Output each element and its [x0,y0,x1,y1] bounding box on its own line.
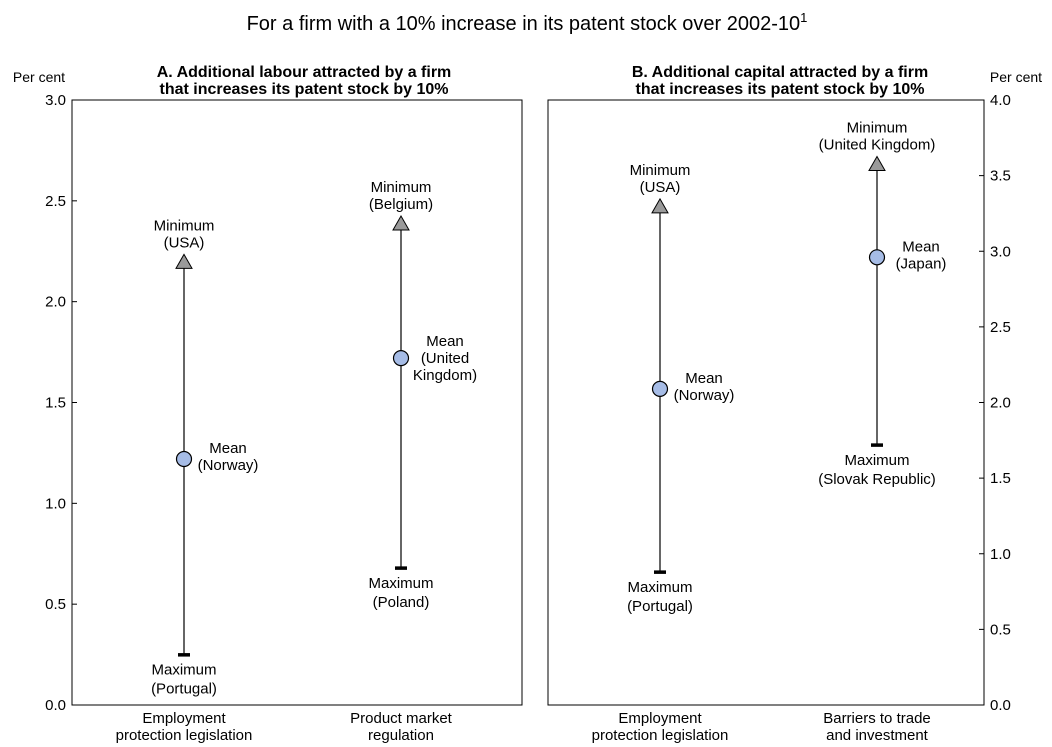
y-tick-label: 2.0 [990,395,1011,412]
maximum-label-line: Maximum [844,452,909,469]
chart-title-text: For a firm with a 10% increase in its pa… [247,13,801,35]
minimum-label: Minimum (Belgium) [369,179,433,213]
category-label: Product market regulation [350,710,453,744]
maximum-label-line: (Poland) [373,594,430,611]
range-2: Minimum (Belgium) Mean (United Kingdom) Maxim… [368,179,477,611]
maximum-marker [395,566,407,570]
maximum-label-line: (Slovak Republic) [818,471,936,488]
minimum-label-line: Minimum [630,162,691,179]
y-axis-unit: Per cent [990,69,1042,85]
mean-label-line: (Norway) [198,457,259,474]
category-label-line: Employment [142,710,226,727]
mean-label-line: (Norway) [674,387,735,404]
y-tick-label: 1.5 [990,470,1011,487]
minimum-label-line: Minimum [371,179,432,196]
panel-title: A. Additional labour attracted by a firm… [157,64,452,98]
y-tick-label: 1.0 [990,546,1011,563]
panel-title-line: B. Additional capital attracted by a fir… [632,64,928,81]
y-tick-label: 0.0 [45,697,66,714]
minimum-label-line: (Belgium) [369,196,433,213]
y-tick-label: 0.0 [990,697,1011,714]
plot-frame [71,99,523,706]
y-tick-label: 1.0 [45,495,66,512]
minimum-marker [175,253,193,269]
mean-label: Mean (Norway) [198,440,259,474]
range-1: Minimum (USA) Mean (Norway) Maximum (Portugal… [627,162,734,615]
minimum-marker [392,215,410,231]
panel-b: B. Additional capital attracted by a fir… [547,64,1042,744]
y-tick-label: 3.0 [990,243,1011,260]
minimum-label: Minimum (USA) [154,217,215,251]
minimum-marker [651,197,669,214]
y-tick-label: 2.0 [45,294,66,311]
category-label-line: protection legislation [592,727,729,744]
minimum-marker [868,155,886,172]
maximum-label: Maximum (Poland) [368,575,433,611]
panel-title-line: that increases its patent stock by 10% [160,81,449,98]
range-1: Minimum (USA) Mean (Norway) Maximum (Portugal… [151,217,258,697]
category-label-line: Product market [350,710,453,727]
plot-frame [547,99,985,706]
category-label-line: protection legislation [116,727,253,744]
mean-label-line: (Japan) [896,255,947,272]
category-label-line: and investment [826,727,929,744]
chart-title-footnote: 1 [800,10,807,25]
y-tick-label: 4.0 [990,92,1011,109]
mean-label: Mean (Norway) [674,370,735,404]
y-tick-label: 0.5 [990,621,1011,638]
panel-title-line: A. Additional labour attracted by a firm [157,64,452,81]
minimum-label-line: (USA) [640,179,681,196]
category-label: Barriers to trade and investment [823,710,931,744]
mean-label-line: (United [421,350,469,367]
minimum-label-line: Minimum [154,217,215,234]
maximum-label: Maximum (Portugal) [627,579,693,615]
minimum-label-line: Minimum [847,120,908,137]
maximum-label: Maximum (Portugal) [151,662,217,698]
maximum-marker [871,443,883,447]
mean-label-line: Mean [685,370,723,387]
chart-title: For a firm with a 10% increase in its pa… [247,10,808,35]
mean-label: Mean (Japan) [896,238,947,272]
maximum-marker [654,570,666,574]
category-label: Employment protection legislation [116,710,253,744]
category-label-line: Barriers to trade [823,710,931,727]
panel-title: B. Additional capital attracted by a fir… [632,64,928,98]
maximum-label-line: (Portugal) [627,598,693,615]
minimum-label-line: (USA) [164,234,205,251]
category-label-line: regulation [368,727,434,744]
maximum-label: Maximum (Slovak Republic) [818,452,936,488]
mean-marker [868,249,886,266]
minimum-label-line: (United Kingdom) [819,137,936,154]
mean-label-line: Mean [426,333,464,350]
panel-title-line: that increases its patent stock by 10% [636,81,925,98]
mean-marker [175,450,193,468]
y-tick-label: 3.0 [45,92,66,109]
mean-marker [651,380,669,397]
minimum-label: Minimum (USA) [630,162,691,196]
y-tick-label: 2.5 [45,193,66,210]
mean-label-line: Mean [902,238,940,255]
maximum-label-line: (Portugal) [151,681,217,698]
mean-marker [392,350,410,367]
y-tick-label: 0.5 [45,596,66,613]
maximum-label-line: Maximum [627,579,692,596]
y-axis-unit: Per cent [13,69,65,85]
category-label: Employment protection legislation [592,710,729,744]
mean-label-line: Kingdom) [413,367,477,384]
maximum-label-line: Maximum [151,662,216,679]
y-tick-label: 2.5 [990,319,1011,336]
range-2: Minimum (United Kingdom) Mean (Japan) Maximu… [818,120,946,488]
panel-a: A. Additional labour attracted by a firm… [13,64,523,744]
mean-label: Mean (United Kingdom) [413,333,477,384]
maximum-label-line: Maximum [368,575,433,592]
y-tick-label: 1.5 [45,395,66,412]
minimum-label: Minimum (United Kingdom) [819,120,936,154]
category-label-line: Employment [618,710,702,727]
y-tick-label: 3.5 [990,168,1011,185]
mean-label-line: Mean [209,440,247,457]
maximum-marker [178,653,190,657]
